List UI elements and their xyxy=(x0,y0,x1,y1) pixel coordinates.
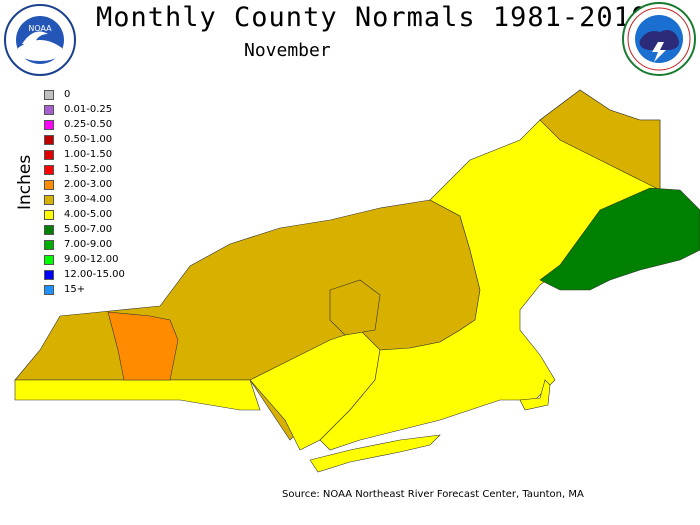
legend-swatch xyxy=(44,209,54,220)
legend-swatch xyxy=(44,224,54,235)
legend-item: 3.00-4.00 xyxy=(44,192,125,207)
legend-item: 5.00-7.00 xyxy=(44,222,125,237)
legend-label: 5.00-7.00 xyxy=(64,224,113,235)
legend-label: 9.00-12.00 xyxy=(64,254,119,265)
region-western-ny xyxy=(107,311,179,381)
region-coastal-maine xyxy=(539,187,700,291)
legend-swatch xyxy=(44,104,54,115)
legend-label: 15+ xyxy=(64,284,86,295)
region-catskills xyxy=(329,279,381,336)
legend-item: 1.50-2.00 xyxy=(44,162,125,177)
legend-item: 1.00-1.50 xyxy=(44,147,125,162)
legend-swatch xyxy=(44,194,54,205)
legend-swatch xyxy=(44,284,54,295)
month-subtitle: November xyxy=(244,40,331,61)
source-credit: Source: NOAA Northeast River Forecast Ce… xyxy=(282,489,584,500)
legend-item: 2.00-3.00 xyxy=(44,177,125,192)
noaa-logo-icon: NOAA xyxy=(4,4,76,76)
svg-text:NOAA: NOAA xyxy=(28,24,52,33)
legend-swatch xyxy=(44,89,54,100)
legend-item: 0.01-0.25 xyxy=(44,102,125,117)
legend-swatch xyxy=(44,164,54,175)
legend-swatch xyxy=(44,269,54,280)
legend-swatch xyxy=(44,239,54,250)
nws-logo-icon xyxy=(622,2,696,76)
legend-label: 4.00-5.00 xyxy=(64,209,113,220)
region-southern-tier xyxy=(14,379,261,411)
precip-map xyxy=(14,89,700,473)
legend-label: 0.25-0.50 xyxy=(64,119,113,130)
legend-item: 4.00-5.00 xyxy=(44,207,125,222)
precip-legend: 0 0.01-0.25 0.25-0.50 0.50-1.00 1.00-1.50 1.5… xyxy=(44,87,125,297)
legend-label: 1.50-2.00 xyxy=(64,164,113,175)
legend-item: 0.25-0.50 xyxy=(44,117,125,132)
legend-swatch xyxy=(44,149,54,160)
legend-swatch xyxy=(44,179,54,190)
legend-label: 0.50-1.00 xyxy=(64,134,113,145)
legend-label: 2.00-3.00 xyxy=(64,179,113,190)
legend-label: 1.00-1.50 xyxy=(64,149,113,160)
legend-swatch xyxy=(44,254,54,265)
legend-label: 3.00-4.00 xyxy=(64,194,113,205)
legend-item: 9.00-12.00 xyxy=(44,252,125,267)
legend-label: 0 xyxy=(64,89,71,100)
page-title: Monthly County Normals 1981-2010 xyxy=(96,2,649,33)
legend-item: 0 xyxy=(44,87,125,102)
region-northern-maine xyxy=(539,89,661,191)
legend-label: 0.01-0.25 xyxy=(64,104,113,115)
legend-swatch xyxy=(44,119,54,130)
legend-label: 12.00-15.00 xyxy=(64,269,125,280)
legend-label: 7.00-9.00 xyxy=(64,239,113,250)
region-long-island xyxy=(309,434,441,473)
region-cape-cod xyxy=(519,379,551,411)
legend-item: 7.00-9.00 xyxy=(44,237,125,252)
legend-item: 0.50-1.00 xyxy=(44,132,125,147)
legend-item: 15+ xyxy=(44,282,125,297)
legend-swatch xyxy=(44,134,54,145)
legend-item: 12.00-15.00 xyxy=(44,267,125,282)
